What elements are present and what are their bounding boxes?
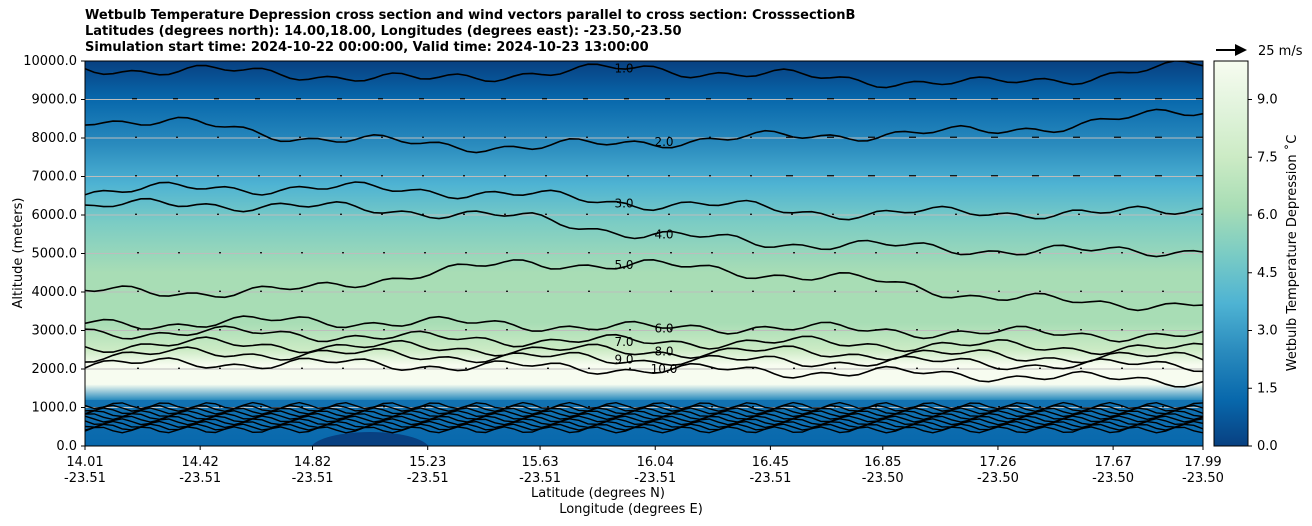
y-tick-label: 1000.0 (32, 401, 78, 416)
colorbar-label: Wetbulb Temperature Depression ˚C (1284, 135, 1300, 372)
x-tick-label-lat: 16.85 (864, 455, 901, 470)
y-tick-label: 5000.0 (32, 247, 78, 262)
y-tick-label: 7000.0 (32, 170, 78, 185)
x-tick-label-lon: -23.51 (519, 471, 561, 486)
x-tick-label-lat: 17.99 (1184, 455, 1221, 470)
x-axis-label-lat: Latitude (degrees N) (531, 486, 665, 501)
colorbar-ticks: 0.0 1.5 3.0 4.5 6.0 7.5 9.0 (1248, 93, 1278, 454)
y-axis: 0.0 1000.0 2000.0 3000.0 4000.0 5000.0 6000.0 7… (23, 54, 85, 454)
contour-line (85, 336, 1203, 364)
y-tick-label: 10000.0 (23, 54, 77, 69)
wind-vectors (132, 98, 1203, 408)
x-axis-label-lon: Longitude (degrees E) (559, 502, 703, 517)
contour-line (85, 346, 1203, 373)
x-tick-label-lon: -23.51 (179, 471, 221, 486)
contour-label: 10.0 (651, 362, 678, 376)
x-tick-label-lon: -23.51 (407, 471, 449, 486)
contour-line (85, 357, 1203, 388)
contour-labels: 1.0 2.0 3.0 4.0 5.0 6.0 7.0 8.0 9.0 10.0 (614, 62, 677, 376)
y-tick-label: 9000.0 (32, 93, 78, 108)
x-tick-label-lon: -23.51 (64, 471, 106, 486)
contour-line (85, 315, 1203, 343)
x-tick-label-lat: 15.63 (521, 455, 558, 470)
contour-line (85, 61, 1203, 89)
y-tick-label: 8000.0 (32, 131, 78, 146)
colorbar-tick-label: 4.5 (1257, 266, 1278, 281)
contour-label: 4.0 (654, 227, 673, 241)
y-tick-label: 6000.0 (32, 208, 78, 223)
colorbar-tick-label: 9.0 (1257, 93, 1278, 108)
contour-label: 7.0 (614, 335, 633, 349)
wind-reference-label: 25 m/s (1258, 44, 1303, 59)
y-axis-label: Altitude (meters) (11, 198, 26, 309)
contour-label: 8.0 (654, 345, 673, 359)
x-tick-label-lon: -23.50 (1092, 471, 1134, 486)
x-tick-label-lat: 14.82 (294, 455, 331, 470)
x-tick-label-lat: 14.01 (66, 455, 103, 470)
colorbar-tick-label: 1.5 (1257, 381, 1278, 396)
colorbar-tick-label: 6.0 (1257, 208, 1278, 223)
contour-label: 1.0 (614, 62, 633, 76)
colorbar-tick-label: 0.0 (1257, 439, 1278, 454)
contour-label: 3.0 (614, 196, 633, 210)
title-line-1: Wetbulb Temperature Depression cross sec… (85, 8, 856, 23)
colorbar-tick-label: 3.0 (1257, 324, 1278, 339)
contour-label: 5.0 (614, 258, 633, 272)
contour-line (85, 197, 1203, 258)
contour-label: 2.0 (654, 135, 673, 149)
wind-reference-key: 25 m/s (1216, 44, 1303, 59)
colorbar: 0.0 1.5 3.0 4.5 6.0 7.5 9.0 Wetbulb Temperatur… (1213, 60, 1300, 454)
x-axis: 14.01-23.5114.42-23.5114.82-23.5115.23-2… (64, 446, 1224, 486)
contour-line (85, 108, 1203, 154)
contour-line (85, 181, 1203, 221)
x-tick-label-lon: -23.50 (977, 471, 1019, 486)
x-tick-label-lat: 16.04 (637, 455, 674, 470)
contour-line (85, 325, 1203, 356)
contour-line (85, 258, 1203, 312)
contour-label: 6.0 (654, 322, 673, 336)
contour-lines (85, 61, 1203, 434)
x-tick-label-lon: -23.51 (292, 471, 334, 486)
x-tick-label-lat: 15.23 (409, 455, 446, 470)
contour-label: 9.0 (614, 352, 633, 366)
surface-contour-line (85, 409, 1203, 418)
x-tick-label-lon: -23.50 (862, 471, 904, 486)
x-tick-label-lat: 17.67 (1095, 455, 1132, 470)
x-tick-label-lat: 17.26 (979, 455, 1016, 470)
x-tick-label-lat: 14.42 (182, 455, 219, 470)
y-tick-label: 2000.0 (32, 362, 78, 377)
title-line-3: Simulation start time: 2024-10-22 00:00:… (85, 40, 649, 55)
y-tick-label: 3000.0 (32, 324, 78, 339)
surface-contour-line (85, 426, 1203, 434)
x-tick-label-lat: 16.45 (752, 455, 789, 470)
colorbar-gradient (1213, 60, 1249, 447)
y-tick-label: 0.0 (56, 439, 77, 454)
title-line-2: Latitudes (degrees north): 14.00,18.00, … (85, 24, 682, 39)
y-tick-label: 4000.0 (32, 285, 78, 300)
x-tick-label-lon: -23.50 (1182, 471, 1224, 486)
colorbar-tick-label: 7.5 (1257, 150, 1278, 165)
x-tick-label-lon: -23.51 (749, 471, 791, 486)
x-tick-label-lon: -23.51 (634, 471, 676, 486)
